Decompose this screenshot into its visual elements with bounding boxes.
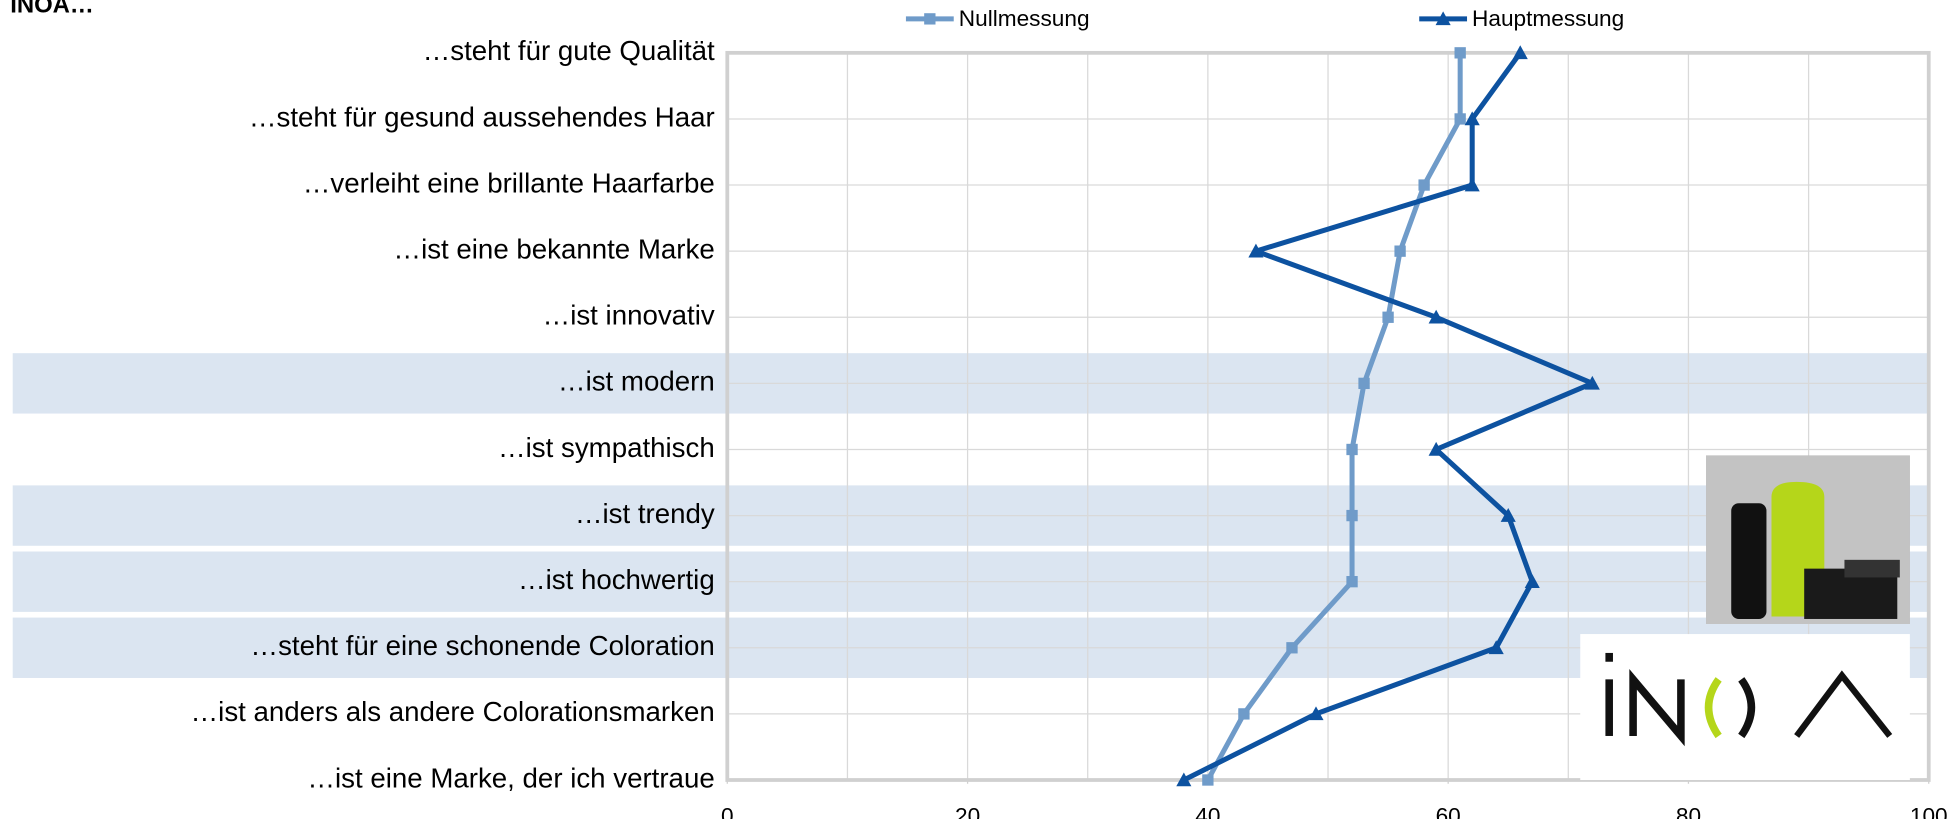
marker <box>1394 245 1406 257</box>
category-label: …ist eine bekannte Marke <box>393 233 714 264</box>
category-label: …steht für gute Qualität <box>423 35 715 66</box>
x-tick-label: 20 <box>955 804 980 819</box>
marker <box>1358 377 1370 390</box>
marker <box>1308 706 1324 721</box>
marker <box>1454 47 1466 59</box>
marker <box>1382 311 1394 323</box>
marker <box>1428 441 1444 456</box>
marker <box>1428 309 1444 324</box>
marker <box>1464 177 1480 192</box>
marker <box>1584 375 1600 390</box>
category-label: …steht für gesund aussehendes Haar <box>249 101 715 132</box>
marker <box>1238 708 1250 720</box>
x-tick-label: 60 <box>1436 804 1461 819</box>
marker <box>1524 574 1540 588</box>
x-tick-label: 40 <box>1195 804 1220 819</box>
plot-border <box>725 50 1931 782</box>
series-line <box>1182 51 1595 783</box>
marker <box>1488 640 1504 655</box>
marker <box>1418 179 1430 191</box>
x-tick-label: 0 <box>721 804 734 819</box>
marker <box>1454 113 1466 125</box>
x-tick-label: 80 <box>1676 804 1701 819</box>
marker <box>1435 11 1451 26</box>
marker <box>1500 508 1516 522</box>
x-tick-label: 100 <box>1910 804 1948 819</box>
marker <box>924 13 936 25</box>
marker <box>1286 642 1298 654</box>
brand-logo <box>1580 634 1910 780</box>
marker <box>1176 772 1192 787</box>
marker <box>1248 243 1264 258</box>
chart-title: INOA… <box>10 0 94 19</box>
marker <box>1346 576 1358 588</box>
marker <box>1346 443 1358 456</box>
category-label: …ist hochwertig <box>518 564 715 595</box>
category-label: …ist sympathisch <box>498 432 715 463</box>
category-label: …ist modern <box>558 366 715 397</box>
legend-label: Hauptmessung <box>1472 6 1624 31</box>
marker <box>1202 774 1214 786</box>
category-label: …ist eine Marke, der ich vertraue <box>307 762 714 793</box>
category-label: …verleiht eine brillante Haarfarbe <box>303 167 715 198</box>
marker <box>1464 111 1480 126</box>
category-label: …ist anders als andere Colorationsmarken <box>191 696 715 727</box>
category-label: …ist innovativ <box>543 300 715 331</box>
marker <box>1346 509 1358 522</box>
product-image <box>1706 455 1910 624</box>
marker <box>1512 45 1528 60</box>
category-label: …ist trendy <box>575 498 715 529</box>
series-line <box>1205 52 1463 782</box>
category-label: …steht für eine schonende Coloration <box>250 630 714 661</box>
legend-label: Nullmessung <box>959 6 1090 31</box>
